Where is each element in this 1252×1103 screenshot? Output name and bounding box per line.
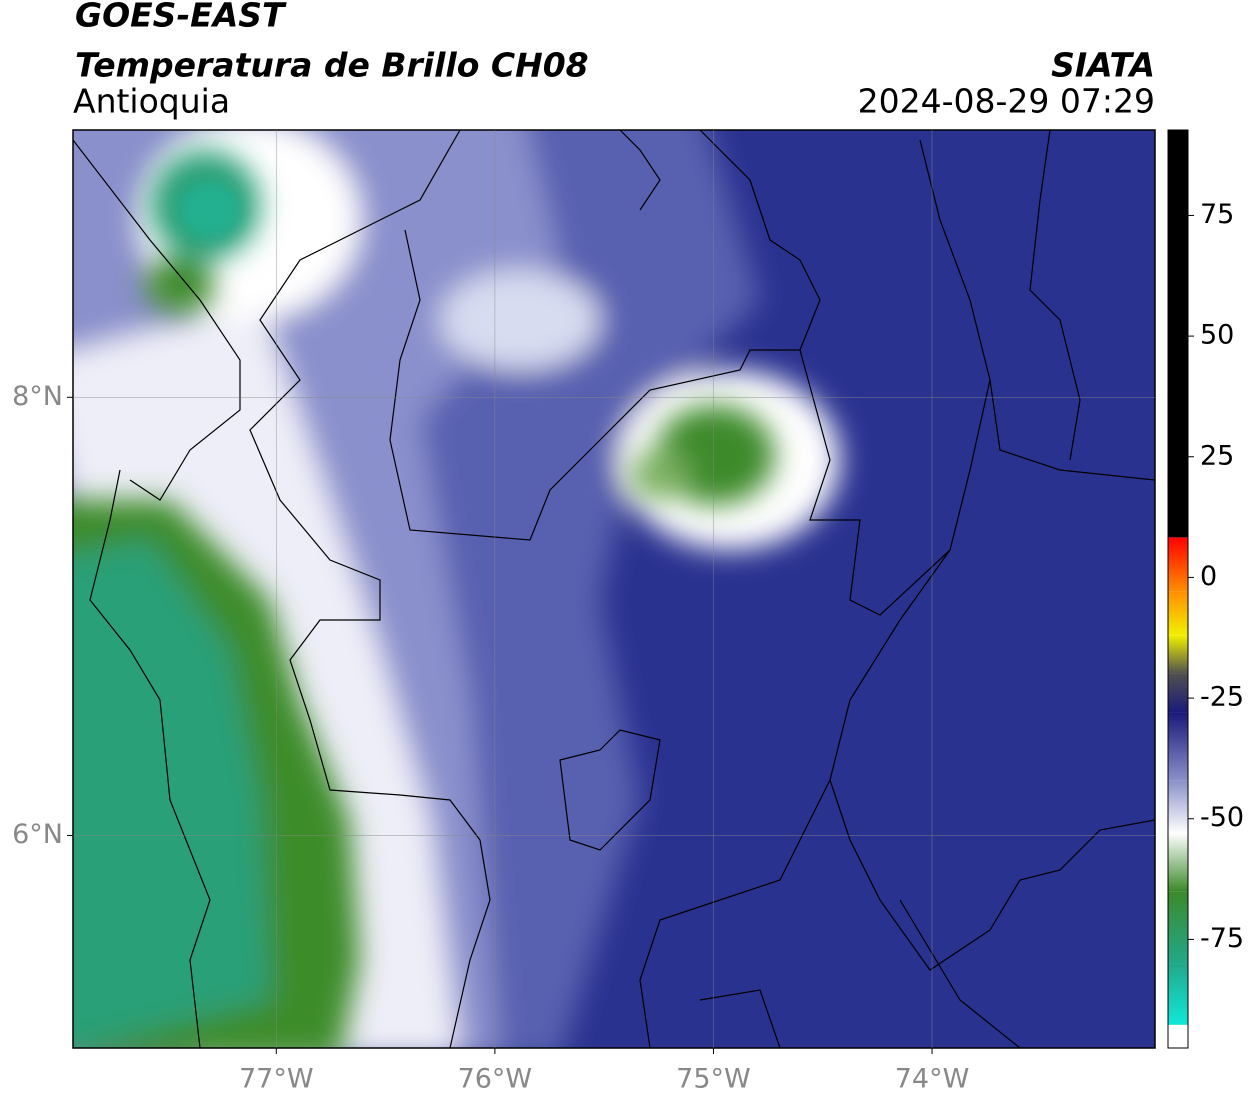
colorbar-segment — [1168, 833, 1188, 892]
y-tick-label: 6°N — [12, 819, 63, 850]
colorbar-segment — [1168, 537, 1188, 592]
title: GOES-EAST — [75, 0, 287, 35]
x-tick-label: 76°W — [458, 1064, 533, 1095]
colorbar-segment — [1168, 1024, 1188, 1048]
x-tick-label: 77°W — [239, 1064, 314, 1095]
colorbar-tick-label: 50 — [1200, 320, 1234, 351]
colorbar-segment — [1168, 712, 1188, 781]
colorbar-tick-label: -75 — [1200, 923, 1244, 954]
x-tick-label: 75°W — [676, 1064, 751, 1095]
colorbar-segment — [1168, 635, 1188, 674]
region: Antioquia — [73, 82, 230, 121]
colorbar-segment — [1168, 130, 1188, 538]
colorbar-tick-label: 25 — [1200, 440, 1234, 471]
colorbar-segment — [1168, 891, 1188, 964]
colorbar-segment — [1168, 673, 1188, 713]
colorbar-tick-label: 75 — [1200, 199, 1234, 230]
satellite-image — [73, 130, 1155, 1048]
y-tick-label: 8°N — [12, 381, 63, 412]
colorbar-segment — [1168, 963, 1188, 1025]
colorbar-tick-label: -50 — [1200, 802, 1244, 833]
colorbar-tick-label: -25 — [1200, 682, 1244, 713]
x-tick-label: 74°W — [895, 1064, 970, 1095]
subtitle: Temperatura de Brillo CH08 — [75, 46, 589, 85]
colorbar-tick-label: 0 — [1200, 561, 1217, 592]
timestamp: 2024-08-29 07:29 — [858, 82, 1155, 121]
colorbar-segment — [1168, 591, 1188, 636]
map-frame — [72, 129, 1156, 1049]
colorbar-segment — [1168, 780, 1188, 834]
source: SIATA — [1051, 46, 1155, 85]
colorbar-frame — [1167, 129, 1189, 1049]
